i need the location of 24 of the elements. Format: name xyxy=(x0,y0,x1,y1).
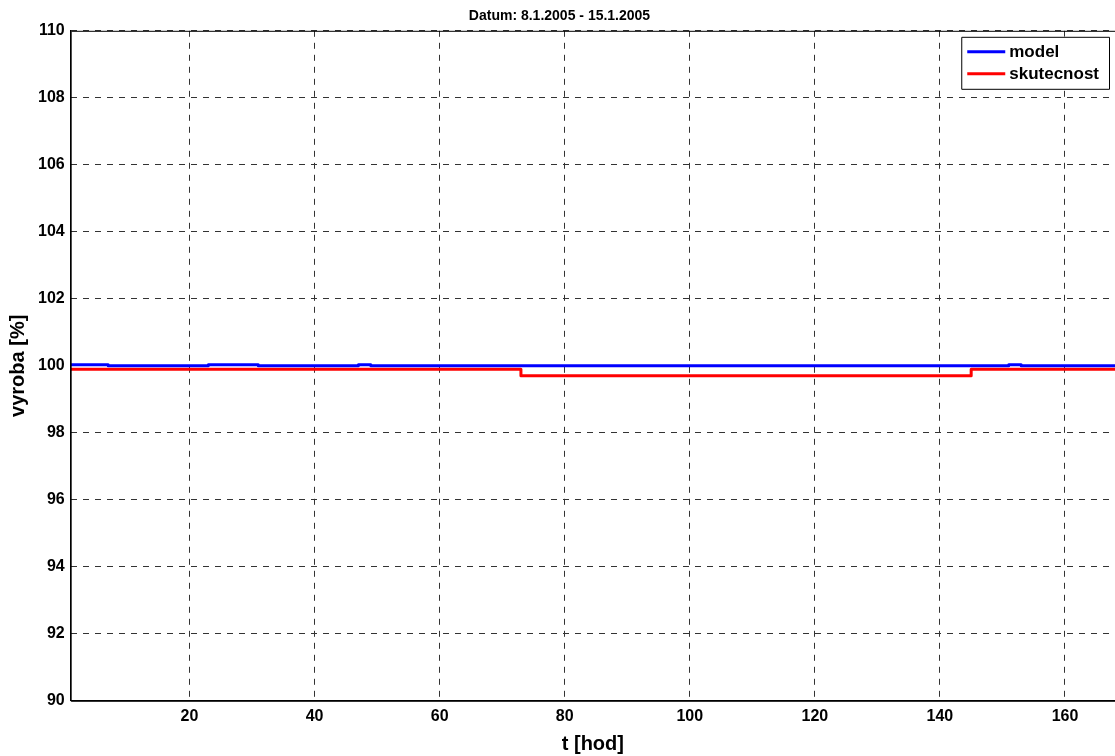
y-tick-label: 92 xyxy=(46,624,65,642)
y-tick-label: 96 xyxy=(46,490,65,508)
y-tick-label: 98 xyxy=(46,423,65,441)
y-tick-label: 106 xyxy=(37,155,65,173)
x-tick-label: 80 xyxy=(555,706,574,724)
chart-title: Datum: 8.1.2005 - 15.1.2005 xyxy=(468,7,651,24)
y-tick-label: 90 xyxy=(46,691,65,709)
x-tick-label: 100 xyxy=(676,706,704,724)
x-tick-label: 20 xyxy=(180,706,199,724)
x-tick-label: 140 xyxy=(926,706,954,724)
y-tick-label: 104 xyxy=(37,222,65,240)
y-tick-label: 108 xyxy=(37,88,65,106)
y-tick-label: 110 xyxy=(38,21,65,39)
y-tick-label: 94 xyxy=(46,557,65,575)
x-tick-label: 120 xyxy=(801,706,829,724)
y-tick-label: 102 xyxy=(37,289,65,307)
x-tick-label: 40 xyxy=(305,706,324,724)
y-axis-title: vyroba [%] xyxy=(5,314,28,417)
x-tick-label: 60 xyxy=(430,706,449,724)
x-axis-title: t [hod] xyxy=(561,731,624,754)
x-tick-label: 160 xyxy=(1051,706,1079,724)
legend-label: skutecnost xyxy=(1009,64,1100,84)
y-tick-label: 100 xyxy=(37,356,65,374)
legend-label: model xyxy=(1009,42,1060,62)
